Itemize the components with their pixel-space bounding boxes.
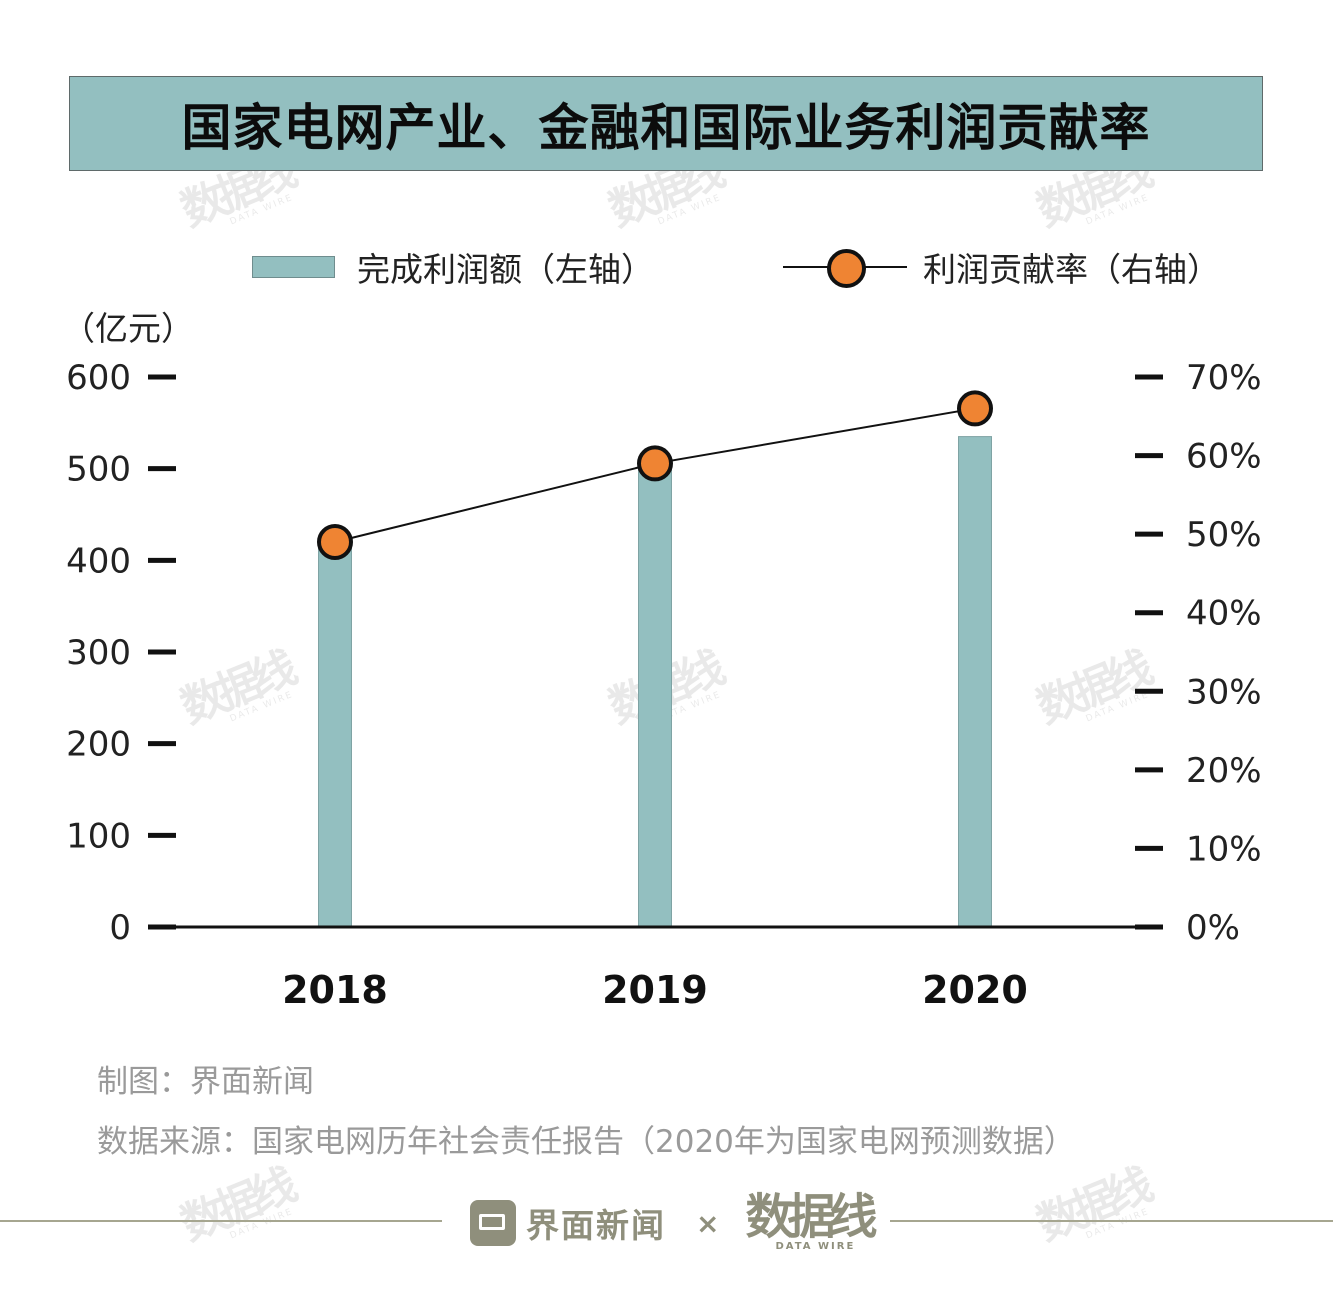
left-axis-tick-label: 500 [66, 450, 131, 490]
right-axis-tick-label: 0% [1186, 908, 1240, 948]
jiemian-logo-icon [470, 1200, 516, 1246]
rate-point-2019 [637, 445, 673, 482]
datawire-logo: 数据线 DATA WIRE [745, 1189, 877, 1254]
legend-item-line: 利润贡献率（右轴） [783, 243, 1220, 291]
right-axis-tick-label: 50% [1186, 515, 1262, 555]
legend-bar-label: 完成利润额（左轴） [357, 250, 654, 289]
left-axis-tick-label: 400 [66, 541, 131, 581]
right-axis-tick-label: 40% [1186, 594, 1262, 634]
chart-area: 0 100 200 300 400 500 600 0% 10% 20% 30% 40% 50% 60% 7… [66, 358, 1262, 1012]
data-source-text: 数据来源：国家电网历年社会责任报告（2020年为国家电网预测数据） [97, 1124, 1075, 1160]
legend-marker-icon [827, 249, 866, 288]
right-axis-tick-label: 60% [1186, 437, 1262, 477]
left-axis-unit: （亿元） [62, 309, 194, 348]
chart-title: 国家电网产业、金融和国际业务利润贡献率 [181, 98, 1151, 157]
title-banner: 国家电网产业、金融和国际业务利润贡献率 [69, 76, 1263, 171]
left-axis-tick-label: 100 [66, 816, 131, 856]
separator-x: × [696, 1206, 720, 1240]
legend-item-bar: 完成利润额（左轴） [252, 243, 654, 291]
bar-2018 [318, 541, 352, 928]
rate-point-2020 [957, 390, 993, 427]
right-axis-tick-label: 30% [1186, 672, 1262, 712]
x-axis-label-2019: 2019 [602, 968, 708, 1012]
bar-2020 [958, 436, 992, 928]
footer-logos: 界面新闻 × 数据线 DATA WIRE [470, 1189, 877, 1254]
left-axis-tick-label: 0 [109, 908, 131, 948]
x-axis-label-2020: 2020 [922, 968, 1028, 1012]
watermark-text: 数据线 [1029, 1160, 1155, 1251]
watermark-text: 数据线 [173, 1160, 299, 1251]
right-axis-tick-label: 70% [1186, 358, 1262, 398]
rate-point-2018 [317, 524, 353, 560]
legend-line-label: 利润贡献率（右轴） [923, 250, 1220, 289]
footer-rule-left [0, 1220, 442, 1222]
legend-line-swatch [783, 247, 907, 288]
watermark-sub: DATA WIRE [1084, 1206, 1152, 1242]
left-axis-tick-label: 300 [66, 633, 131, 673]
x-axis-label-2018: 2018 [282, 968, 388, 1012]
right-axis-tick-label: 10% [1186, 829, 1262, 869]
bar-2019 [638, 463, 672, 928]
left-axis-tick-label: 600 [66, 358, 131, 398]
datawire-mark: 数据线 [745, 1189, 877, 1245]
watermark-sub: DATA WIRE [228, 1206, 296, 1242]
brand-jiemian: 界面新闻 [526, 1206, 666, 1245]
footer-rule-right [890, 1220, 1333, 1222]
left-axis-tick-label: 200 [66, 725, 131, 765]
datawire-sub: DATA WIRE [775, 1241, 856, 1252]
legend-bar-swatch [252, 256, 335, 278]
credit-text: 制图：界面新闻 [97, 1064, 314, 1100]
right-axis-tick-label: 20% [1186, 751, 1262, 791]
